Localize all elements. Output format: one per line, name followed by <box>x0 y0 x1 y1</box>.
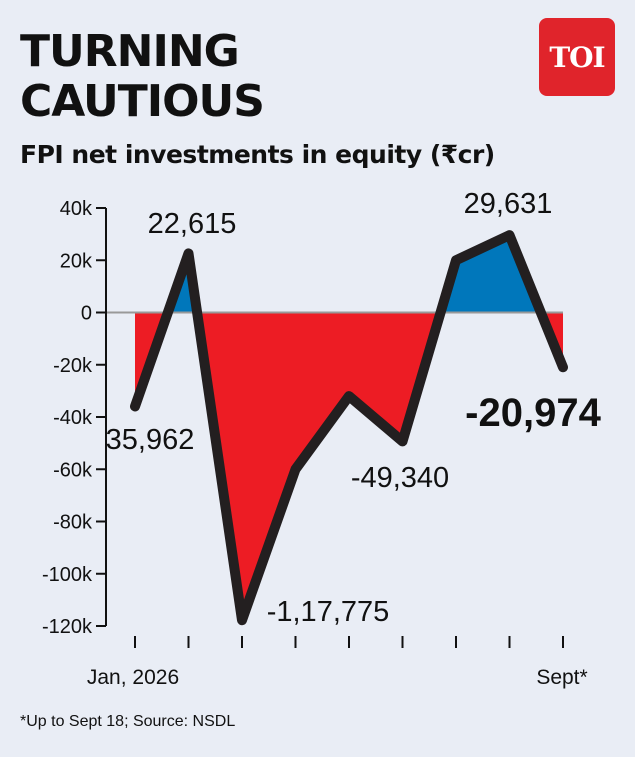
data-label: 22,615 <box>148 208 237 240</box>
y-tick-label: -60k <box>53 459 93 481</box>
positive-area <box>135 235 563 313</box>
data-point <box>187 252 190 255</box>
data-point <box>508 234 511 237</box>
data-label: -1,17,775 <box>267 596 390 628</box>
negative-area <box>135 312 563 621</box>
data-point <box>401 440 404 443</box>
y-tick-label: -20k <box>53 355 93 377</box>
data-label: 29,631 <box>464 188 553 220</box>
y-tick-label: 0 <box>81 303 92 325</box>
chart-subtitle: FPI net investments in equity (₹cr) <box>20 140 495 169</box>
series-line <box>130 230 568 626</box>
data-label: -20,974 <box>465 391 601 435</box>
data-point <box>455 259 457 262</box>
data-point <box>134 405 136 408</box>
axes: 40k 20k 0 -20k -40k -60k -80k -100k -120k Jan, 20… <box>42 198 588 689</box>
y-tick-label: -40k <box>53 407 93 429</box>
logo-text: TOI <box>549 40 605 74</box>
data-labels: 35,962 22,615 -1,17,775 -49,340 29,631 -20,97… <box>106 188 602 628</box>
toi-logo: TOI <box>539 18 615 96</box>
footnote: *Up to Sept 18; Source: NSDL <box>20 713 236 730</box>
data-point <box>294 468 297 471</box>
area-fills <box>135 235 563 621</box>
title-line-2: CAUTIOUS <box>20 76 265 127</box>
y-tick-label: 40k <box>60 198 93 220</box>
y-tick-label: -120k <box>42 616 93 638</box>
x-tick-label: Jan, 2026 <box>87 666 179 689</box>
y-tick-label: -80k <box>53 512 93 534</box>
x-tick-label: Sept* <box>536 666 587 689</box>
y-tick-label: 20k <box>60 250 93 272</box>
data-point <box>562 366 564 369</box>
y-tick-label: -100k <box>42 564 93 586</box>
title-line-1: TURNING <box>20 26 240 77</box>
data-label: -49,340 <box>351 462 449 494</box>
data-point <box>348 395 350 398</box>
data-label: 35,962 <box>106 424 195 456</box>
data-point <box>241 619 243 622</box>
